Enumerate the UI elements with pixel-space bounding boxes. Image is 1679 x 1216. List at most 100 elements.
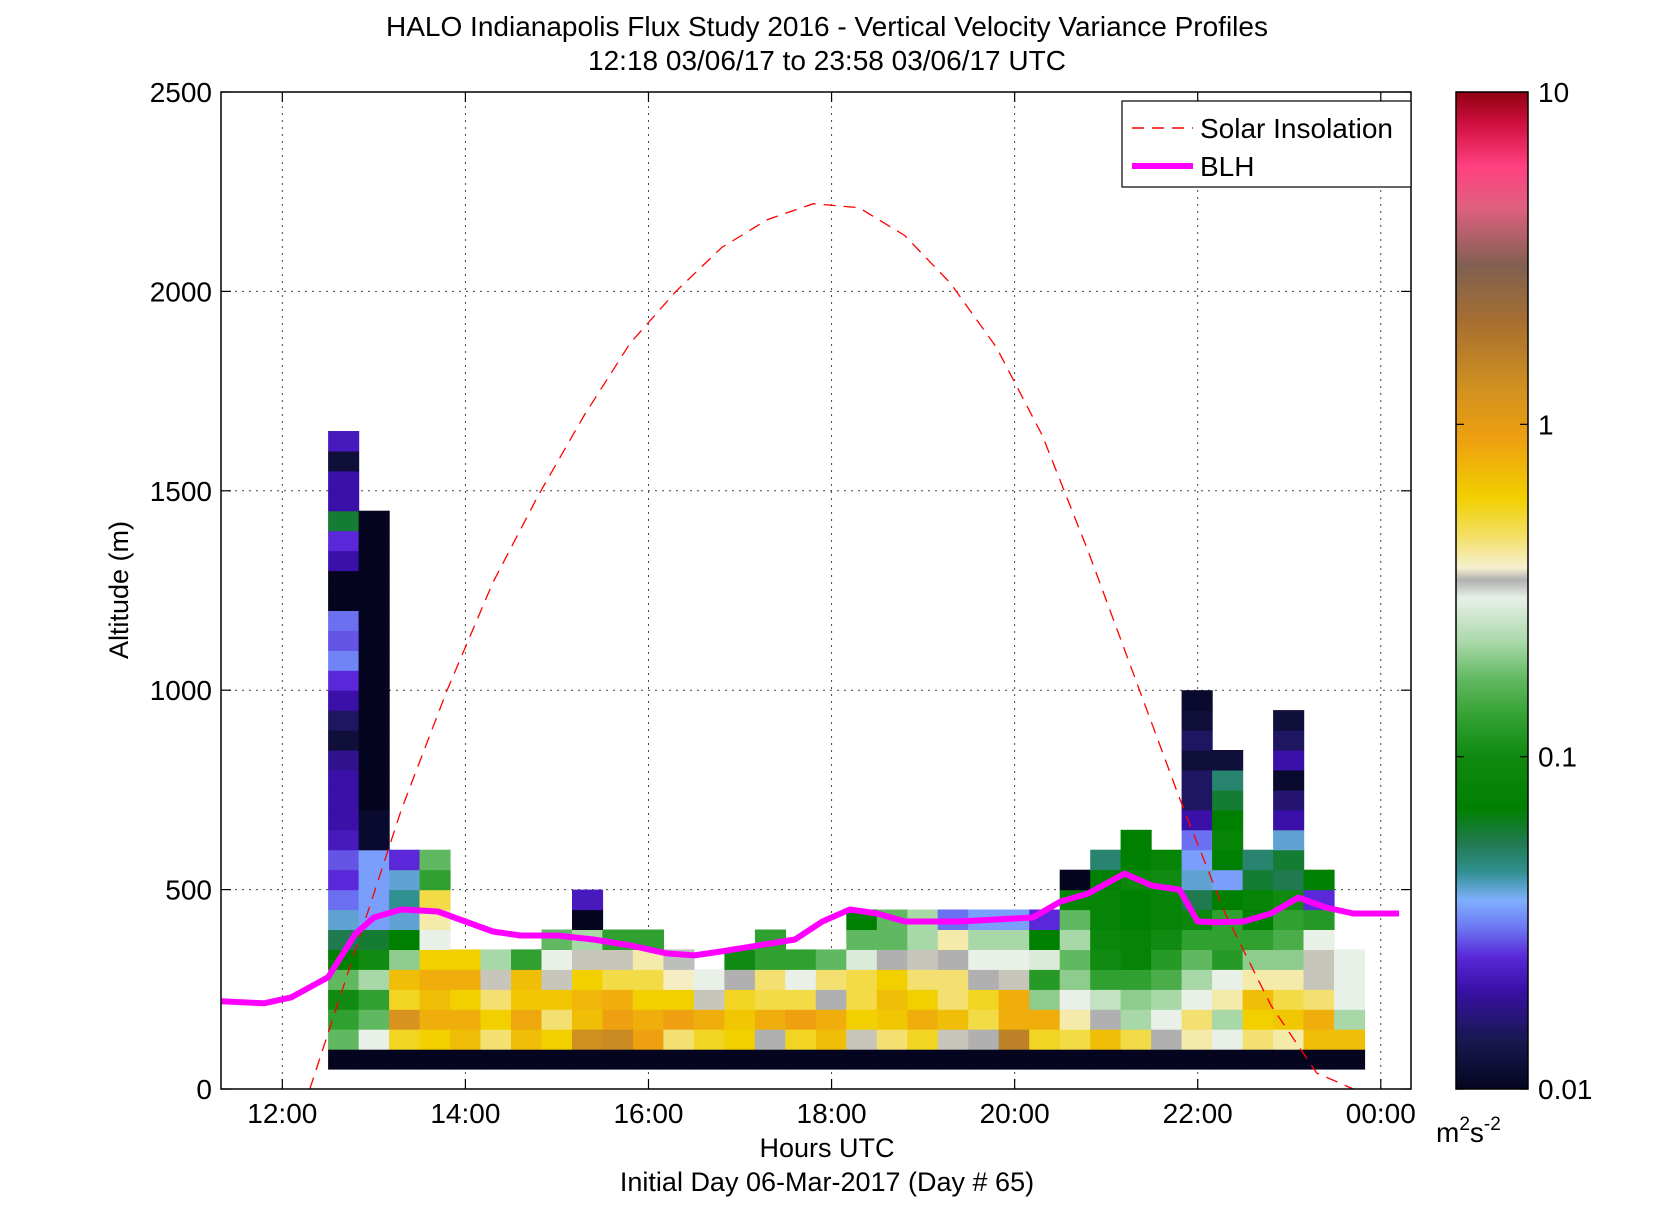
heatmap-cell (1212, 849, 1244, 871)
heatmap-cell (358, 630, 390, 651)
heatmap-cell (1181, 1049, 1213, 1070)
heatmap-cell (754, 1029, 786, 1050)
heatmap-cell (876, 929, 908, 950)
heatmap-cell (602, 949, 634, 970)
heatmap-cell (419, 849, 451, 871)
heatmap-cell (1090, 929, 1122, 950)
heatmap-cell (1212, 1029, 1244, 1050)
overlay-lines (221, 203, 1400, 1089)
heatmap-cell (663, 1029, 695, 1050)
heatmap-cell (511, 969, 543, 990)
heatmap-cell (785, 969, 817, 990)
heatmap-cell (419, 869, 451, 891)
heatmap-cell (1120, 849, 1152, 871)
heatmap-cell (937, 989, 969, 1010)
chart-subtitle: 12:18 03/06/17 to 23:58 03/06/17 UTC (588, 45, 1066, 76)
heatmap-cell (328, 969, 360, 990)
heatmap-cell (1151, 1009, 1183, 1030)
heatmap-cell (1120, 909, 1152, 930)
heatmap-cell (1090, 949, 1122, 970)
heatmap-cell (1090, 1029, 1122, 1050)
heatmap-cell (511, 1029, 543, 1050)
heatmap-cell (419, 949, 451, 970)
legend-label-solar: Solar Insolation (1200, 113, 1393, 144)
heatmap-cell (358, 789, 390, 811)
heatmap-cell (389, 849, 421, 871)
heatmap-cell (876, 969, 908, 990)
heatmap-cell (358, 670, 390, 691)
y-tick-label: 1000 (150, 675, 212, 706)
heatmap-cell (541, 949, 573, 970)
heatmap-cell (1151, 1029, 1183, 1050)
heatmap-cell (328, 431, 360, 452)
heatmap-cell (1273, 829, 1305, 851)
heatmap-cell (1212, 869, 1244, 891)
heatmap-cell (1242, 969, 1274, 990)
heatmap-cell (480, 1049, 512, 1070)
heatmap-cell (389, 909, 421, 930)
y-tick-label: 0 (196, 1074, 212, 1105)
x-tick-label: 00:00 (1346, 1098, 1416, 1129)
legend-box (1121, 100, 1412, 188)
heatmap-cell (572, 889, 604, 911)
heatmap-cell (358, 829, 390, 851)
heatmap-cell (1212, 770, 1244, 791)
heatmap-cell (602, 1009, 634, 1030)
heatmap-cell (876, 1029, 908, 1050)
heatmap-cell (450, 1029, 482, 1050)
heatmap-cell (511, 989, 543, 1010)
colorbar-tick-label: 1 (1538, 409, 1554, 440)
heatmap-cell (754, 1049, 786, 1070)
heatmap-cell (1273, 909, 1305, 930)
heatmap-cell (572, 909, 604, 930)
heatmap-cell (1242, 1009, 1274, 1030)
heatmap-cell (1334, 1009, 1366, 1030)
heatmap-cell (358, 730, 390, 751)
heatmap-cell (1029, 929, 1061, 950)
heatmap-cells (328, 431, 1366, 1070)
heatmap-cell (511, 1049, 543, 1070)
heatmap-cell (572, 1029, 604, 1050)
heatmap-cell (1303, 989, 1335, 1010)
heatmap-cell (1273, 1009, 1305, 1030)
colorbar-ticks: 0.01 0.1 1 10 (1456, 77, 1593, 1105)
heatmap-cell (358, 590, 390, 611)
heatmap-cell (907, 989, 939, 1010)
heatmap-cell (1303, 929, 1335, 950)
heatmap-cell (1303, 1009, 1335, 1030)
heatmap-cell (663, 1049, 695, 1070)
heatmap-cell (1090, 889, 1122, 911)
heatmap-cell (632, 969, 664, 990)
heatmap-cell (785, 989, 817, 1010)
heatmap-cell (358, 1049, 390, 1070)
heatmap-cell (389, 1029, 421, 1050)
heatmap-cell (815, 989, 847, 1010)
heatmap-cell (450, 1049, 482, 1070)
heatmap-cell (1120, 969, 1152, 990)
heatmap-cell (968, 1029, 1000, 1050)
heatmap-cell (1334, 1029, 1366, 1050)
heatmap-cell (1029, 989, 1061, 1010)
heatmap-cell (572, 1009, 604, 1030)
heatmap-cell (389, 1009, 421, 1030)
heatmap-cell (358, 530, 390, 552)
heatmap-cell (998, 1049, 1030, 1070)
heatmap-cell (1273, 770, 1305, 791)
heatmap-cell (663, 1009, 695, 1030)
heatmap-cell (693, 1029, 725, 1050)
heatmap-cell (815, 969, 847, 990)
heatmap-cell (1151, 909, 1183, 930)
heatmap-cell (480, 969, 512, 990)
heatmap-cell (1212, 789, 1244, 811)
heatmap-cell (328, 670, 360, 691)
heatmap-cell (1212, 829, 1244, 851)
heatmap-cell (328, 1049, 360, 1070)
x-tick-label: 14:00 (430, 1098, 500, 1129)
heatmap-cell (1273, 789, 1305, 811)
heatmap-cell (419, 1009, 451, 1030)
heatmap-cell (998, 989, 1030, 1010)
heatmap-cell (998, 949, 1030, 970)
colorbar-unit-s: s (1470, 1117, 1484, 1148)
heatmap-cell (1334, 969, 1366, 990)
heatmap-cell (937, 929, 969, 950)
